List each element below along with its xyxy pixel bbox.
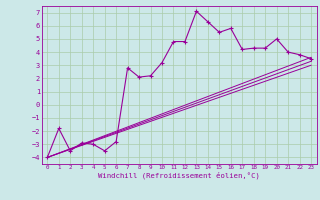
X-axis label: Windchill (Refroidissement éolien,°C): Windchill (Refroidissement éolien,°C)	[98, 172, 260, 179]
